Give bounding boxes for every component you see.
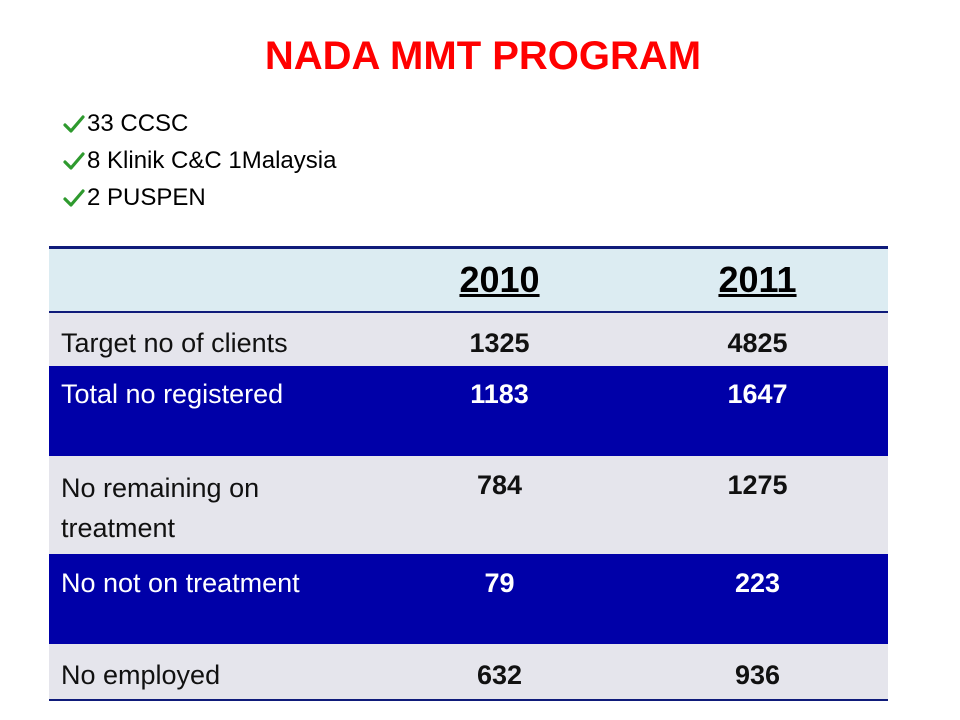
- value-2011: 223: [627, 554, 888, 644]
- value-2010: 632: [372, 644, 627, 701]
- bullet-text: 33 CCSC: [87, 109, 189, 137]
- row-label: No employed: [49, 644, 372, 701]
- bullet-text: 2 PUSPEN: [87, 183, 206, 211]
- table-header-row: 2010 2011: [49, 246, 888, 313]
- value-2011: 1275: [627, 456, 888, 554]
- value-2011: 4825: [627, 312, 888, 366]
- header-cell-2010: 2010: [372, 246, 627, 313]
- table-row: No employed 632 936: [49, 644, 888, 701]
- header-cell-empty: [49, 246, 372, 313]
- bullet-item: 8 Klinik C&C 1Malaysia: [62, 142, 336, 179]
- check-icon: [63, 151, 85, 170]
- value-2010: 784: [372, 456, 627, 554]
- table-row: No remaining on treatment 784 1275: [49, 456, 888, 554]
- value-2010: 1325: [372, 312, 627, 366]
- value-2010: 79: [372, 554, 627, 644]
- value-2011: 1647: [627, 366, 888, 456]
- row-label: Total no registered: [49, 366, 372, 456]
- data-table: 2010 2011 Target no of clients 1325 4825…: [49, 246, 888, 701]
- header-cell-2011: 2011: [627, 246, 888, 313]
- row-label: No remaining on treatment: [49, 456, 372, 554]
- value-2011: 936: [627, 644, 888, 701]
- bullet-list: 33 CCSC 8 Klinik C&C 1Malaysia 2 PUSPEN: [62, 105, 336, 216]
- bullet-item: 33 CCSC: [62, 105, 336, 142]
- check-icon: [63, 114, 85, 133]
- bullet-item: 2 PUSPEN: [62, 179, 336, 216]
- row-label: Target no of clients: [49, 312, 372, 366]
- table-row: Total no registered 1183 1647: [49, 366, 888, 456]
- check-icon: [63, 188, 85, 207]
- table-row: Target no of clients 1325 4825: [49, 312, 888, 366]
- value-2010: 1183: [372, 366, 627, 456]
- table-row: No not on treatment 79 223: [49, 554, 888, 644]
- bullet-text: 8 Klinik C&C 1Malaysia: [87, 146, 337, 174]
- slide-title: NADA MMT PROGRAM: [264, 34, 702, 78]
- row-label: No not on treatment: [49, 554, 372, 644]
